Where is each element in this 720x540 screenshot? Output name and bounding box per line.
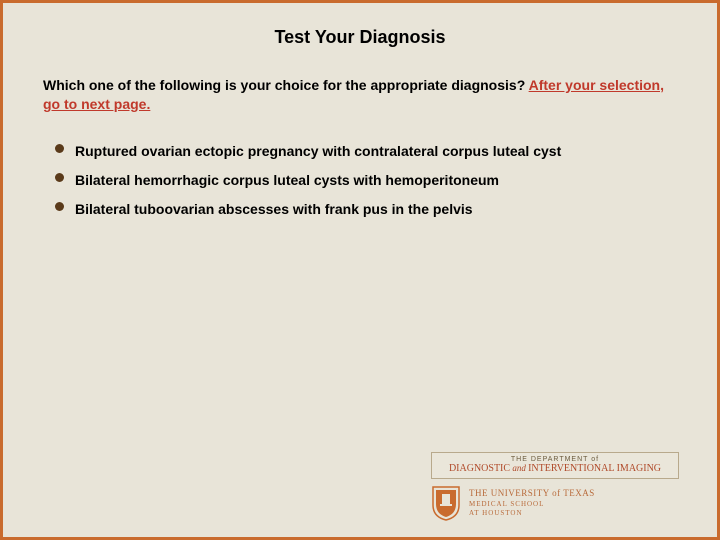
question-lead: Which one of the following is your choic… [43, 77, 529, 93]
dept-main-text: DIAGNOSTIC and INTERVENTIONAL IMAGING [440, 463, 670, 474]
uni-line1: THE UNIVERSITY of TEXAS [469, 488, 595, 499]
footer-logo-block: THE DEPARTMENT of DIAGNOSTIC and INTERVE… [431, 452, 679, 521]
slide-title: Test Your Diagnosis [43, 27, 677, 48]
dept-top-text: THE DEPARTMENT of [440, 456, 670, 463]
slide-container: Test Your Diagnosis Which one of the fol… [0, 0, 720, 540]
option-item[interactable]: Bilateral tuboovarian abscesses with fra… [61, 200, 677, 219]
dept-main-2: INTERVENTIONAL IMAGING [528, 463, 661, 474]
question-text: Which one of the following is your choic… [43, 76, 677, 114]
uni-line3: AT HOUSTON [469, 509, 595, 517]
university-block: THE UNIVERSITY of TEXAS MEDICAL SCHOOL A… [431, 485, 679, 521]
shield-icon [431, 485, 461, 521]
options-list: Ruptured ovarian ectopic pregnancy with … [43, 142, 677, 219]
dept-main-1: DIAGNOSTIC [449, 463, 510, 474]
option-item[interactable]: Ruptured ovarian ectopic pregnancy with … [61, 142, 677, 161]
university-text: THE UNIVERSITY of TEXAS MEDICAL SCHOOL A… [469, 488, 595, 518]
department-badge: THE DEPARTMENT of DIAGNOSTIC and INTERVE… [431, 452, 679, 479]
dept-and: and [510, 463, 528, 473]
uni-line2: MEDICAL SCHOOL [469, 500, 595, 508]
option-item[interactable]: Bilateral hemorrhagic corpus luteal cyst… [61, 171, 677, 190]
